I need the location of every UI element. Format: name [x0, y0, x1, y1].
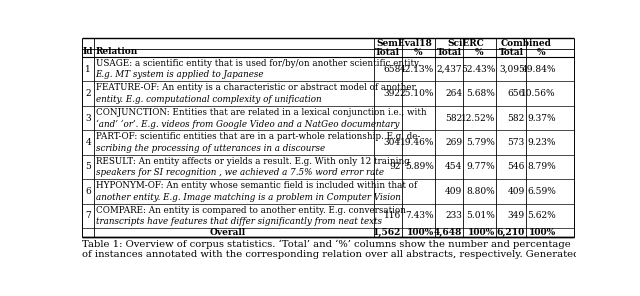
- Text: 409: 409: [445, 187, 462, 196]
- Text: 6: 6: [85, 187, 91, 196]
- Text: of instances annotated with the corresponding relation over all abstracts, respe: of instances annotated with the correspo…: [83, 250, 580, 259]
- Text: 658: 658: [383, 65, 401, 74]
- Text: 92: 92: [390, 163, 401, 171]
- Text: ‘and’ ‘or’. E.g. videos from Google Video and a NatGeo documentary: ‘and’ ‘or’. E.g. videos from Google Vide…: [95, 119, 399, 129]
- Text: SciERC: SciERC: [447, 39, 484, 48]
- Text: 25.10%: 25.10%: [399, 89, 434, 98]
- Text: 2,437: 2,437: [436, 65, 462, 74]
- Text: 392: 392: [384, 89, 401, 98]
- Text: 546: 546: [508, 163, 525, 171]
- Text: 304: 304: [384, 138, 401, 147]
- Text: 6,210: 6,210: [497, 228, 525, 237]
- Text: SemEval18: SemEval18: [376, 39, 432, 48]
- Text: 9.23%: 9.23%: [527, 138, 556, 147]
- Text: COMPARE: An entity is compared to another entity. E.g. conversation: COMPARE: An entity is compared to anothe…: [95, 205, 406, 215]
- Text: Table 1: Overview of corpus statistics. ‘Total’ and ‘%’ columns show the number : Table 1: Overview of corpus statistics. …: [83, 239, 571, 249]
- Text: Total: Total: [499, 48, 524, 57]
- Text: 116: 116: [383, 211, 401, 220]
- Text: %: %: [537, 48, 545, 57]
- Text: FEATURE-OF: An entity is a characteristic or abstract model of another: FEATURE-OF: An entity is a characteristi…: [95, 83, 415, 92]
- Text: scribing the processing of utterances in a discourse: scribing the processing of utterances in…: [95, 144, 324, 153]
- Text: HYPONYM-OF: An entity whose semantic field is included within that of: HYPONYM-OF: An entity whose semantic fie…: [95, 181, 417, 190]
- Text: speakers for SI recognition , we achieved a 7.5% word error rate: speakers for SI recognition , we achieve…: [95, 168, 383, 177]
- Text: Relation: Relation: [95, 47, 138, 56]
- Text: 1,562: 1,562: [372, 228, 401, 237]
- Text: E.g. MT system is applied to Japanese: E.g. MT system is applied to Japanese: [95, 70, 264, 79]
- Text: 5.68%: 5.68%: [467, 89, 495, 98]
- Text: 4,648: 4,648: [434, 228, 462, 237]
- Text: 656: 656: [508, 89, 525, 98]
- Text: 409: 409: [508, 187, 525, 196]
- Text: 52.43%: 52.43%: [461, 65, 495, 74]
- Text: Total: Total: [375, 48, 400, 57]
- Text: Overall: Overall: [210, 228, 246, 237]
- Text: 42.13%: 42.13%: [400, 65, 434, 74]
- Text: 8.80%: 8.80%: [467, 187, 495, 196]
- Text: 454: 454: [445, 163, 462, 171]
- Text: 269: 269: [445, 138, 462, 147]
- Text: 3: 3: [85, 114, 91, 123]
- Text: CONJUNCTION: Entities that are related in a lexical conjunction i.e., with: CONJUNCTION: Entities that are related i…: [95, 108, 426, 117]
- Text: 233: 233: [445, 211, 462, 220]
- Text: Id: Id: [83, 47, 93, 56]
- Text: %: %: [475, 48, 484, 57]
- Text: 582: 582: [445, 114, 462, 123]
- Text: 5.89%: 5.89%: [405, 163, 434, 171]
- Text: 9.77%: 9.77%: [467, 163, 495, 171]
- Text: USAGE: a scientific entity that is used for/by/on another scientific entity.: USAGE: a scientific entity that is used …: [95, 59, 420, 68]
- Text: another entity. E.g. Image matching is a problem in Computer Vision: another entity. E.g. Image matching is a…: [95, 192, 401, 202]
- Text: 582: 582: [508, 114, 525, 123]
- Text: RESULT: An entity affects or yields a result. E.g. With only 12 training: RESULT: An entity affects or yields a re…: [95, 157, 409, 166]
- Text: 1: 1: [85, 65, 91, 74]
- Text: 8.79%: 8.79%: [527, 163, 556, 171]
- Text: 5: 5: [85, 163, 91, 171]
- Text: Total: Total: [436, 48, 461, 57]
- Text: 100%: 100%: [407, 228, 434, 237]
- Text: 5.01%: 5.01%: [467, 211, 495, 220]
- Text: 349: 349: [508, 211, 525, 220]
- Text: 12.52%: 12.52%: [461, 114, 495, 123]
- Text: 10.56%: 10.56%: [521, 89, 556, 98]
- Text: 9.37%: 9.37%: [527, 114, 556, 123]
- Text: 4: 4: [85, 138, 91, 147]
- Text: 2: 2: [85, 89, 91, 98]
- Text: 573: 573: [508, 138, 525, 147]
- Text: 7: 7: [85, 211, 91, 220]
- Text: PART-OF: scientific entities that are in a part-whole relationship. E.g. de-: PART-OF: scientific entities that are in…: [95, 132, 420, 141]
- Text: 264: 264: [445, 89, 462, 98]
- Text: Combined: Combined: [501, 39, 552, 48]
- Text: 5.79%: 5.79%: [467, 138, 495, 147]
- Text: 100%: 100%: [529, 228, 556, 237]
- Text: 5.62%: 5.62%: [527, 211, 556, 220]
- Text: %: %: [414, 48, 422, 57]
- Text: 7.43%: 7.43%: [406, 211, 434, 220]
- Text: 49.84%: 49.84%: [522, 65, 556, 74]
- Text: 100%: 100%: [468, 228, 495, 237]
- Text: 19.46%: 19.46%: [399, 138, 434, 147]
- Text: entity. E.g. computational complexity of unification: entity. E.g. computational complexity of…: [95, 95, 321, 104]
- Text: transcripts have features that differ significantly from neat texts: transcripts have features that differ si…: [95, 217, 381, 226]
- Text: 3,095: 3,095: [499, 65, 525, 74]
- Text: 6.59%: 6.59%: [527, 187, 556, 196]
